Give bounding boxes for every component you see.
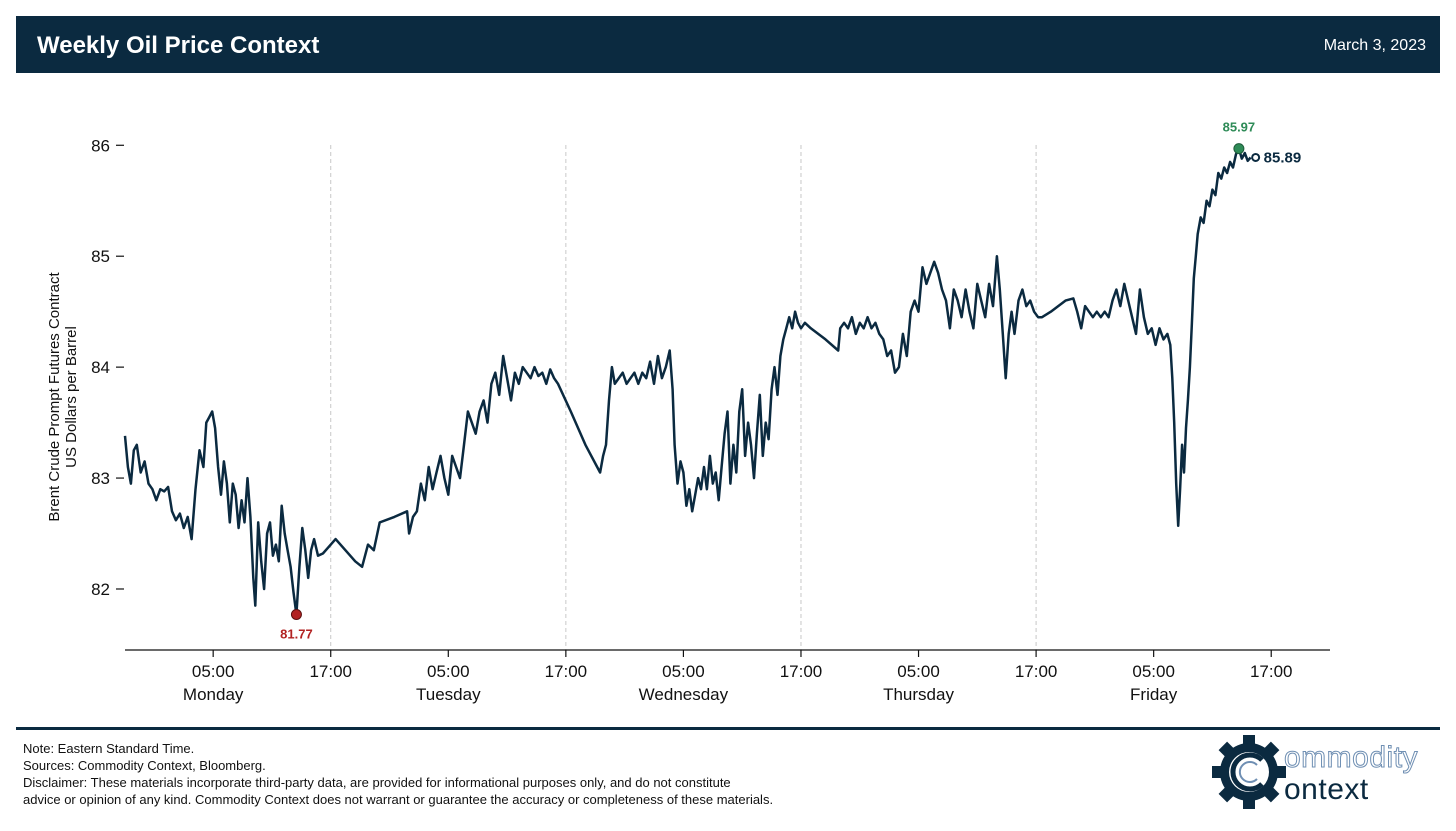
y-tick-label-82: 82: [91, 580, 110, 599]
vertical-gridlines: [330, 145, 1037, 650]
x-tick-time-4: 05:00: [662, 662, 705, 681]
x-tick-time-2: 05:00: [427, 662, 470, 681]
price-chart: 82 83 84 85 86 05:00 Monday 17:00 05:00 Tuesday 1…: [46, 120, 1330, 704]
disclaimer-line-2: advice or opinion of any kind. Commodity…: [23, 792, 774, 807]
x-tick-time-5: 17:00: [780, 662, 823, 681]
series-line: [123, 147, 1252, 616]
x-tick-time-6: 05:00: [897, 662, 940, 681]
sources-line: Sources: Commodity Context, Bloomberg.: [23, 758, 266, 773]
y-tick-label-86: 86: [91, 136, 110, 155]
x-tick-time-0: 05:00: [192, 662, 235, 681]
x-tick-time-9: 17:00: [1250, 662, 1293, 681]
x-tick-day-2: Tuesday: [416, 685, 481, 704]
header-bar: Weekly Oil Price Context March 3, 2023: [16, 16, 1440, 73]
note-line: Note: Eastern Standard Time.: [23, 741, 195, 756]
y-tick-label-85: 85: [91, 247, 110, 266]
x-tick-day-0: Monday: [183, 685, 244, 704]
min-point-marker: [290, 609, 302, 621]
y-tick-label-84: 84: [91, 358, 110, 377]
x-tick-day-6: Thursday: [883, 685, 954, 704]
x-tick-time-3: 17:00: [545, 662, 588, 681]
disclaimer-line-1: Disclaimer: These materials incorporate …: [23, 775, 731, 790]
footer-notes: Note: Eastern Standard Time. Sources: Co…: [23, 740, 923, 808]
x-tick-day-8: Friday: [1130, 685, 1178, 704]
max-point-label: 85.97: [1223, 120, 1256, 135]
x-tick-day-4: Wednesday: [639, 685, 729, 704]
y-axis-label-line1: Brent Crude Prompt Futures Contract: [46, 272, 63, 522]
min-point-label: 81.77: [280, 627, 313, 642]
logo-word-context: ontext: [1284, 773, 1369, 806]
y-tick-label-83: 83: [91, 469, 110, 488]
logo-word-commodity: ommodity: [1283, 741, 1419, 775]
footer-divider: [16, 727, 1440, 730]
x-tick-time-8: 05:00: [1132, 662, 1175, 681]
y-axis-label-line2: US Dollars per Barrel: [63, 326, 80, 468]
gear-c-logo-icon: [1212, 735, 1286, 809]
y-axis-ticks: 82 83 84 85 86: [91, 136, 124, 599]
report-date: March 3, 2023: [1323, 37, 1426, 54]
last-point-marker: [1251, 152, 1261, 162]
x-tick-time-1: 17:00: [309, 662, 352, 681]
x-tick-time-7: 17:00: [1015, 662, 1058, 681]
x-axis-ticks: 05:00 Monday 17:00 05:00 Tuesday 17:00 05:00 We…: [183, 650, 1293, 704]
max-point-marker: [1233, 143, 1245, 155]
page-title: Weekly Oil Price Context: [37, 32, 320, 59]
last-point-label: 85.89: [1264, 149, 1302, 166]
